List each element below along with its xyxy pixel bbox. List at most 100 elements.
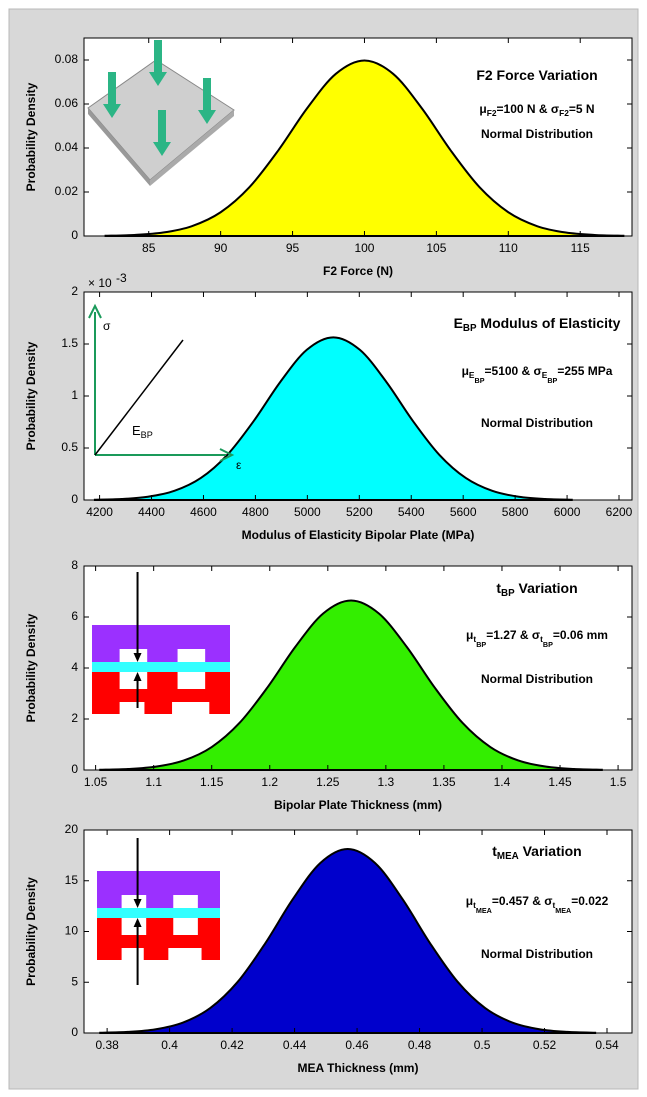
x-tick-label: 1.4 <box>494 775 511 789</box>
y-tick-label: 0 <box>71 228 78 242</box>
x-tick-label: 0.38 <box>95 1038 119 1052</box>
x-axis-label: Modulus of Elasticity Bipolar Plate (MPa… <box>242 528 475 542</box>
y-multiplier-exp: -3 <box>116 271 127 285</box>
x-tick-label: 4600 <box>190 505 217 519</box>
plate-red-tab <box>209 702 230 714</box>
text-part: =5100 & σ <box>485 364 542 378</box>
arrow-head <box>133 653 142 662</box>
subscript: F2 <box>559 108 569 118</box>
y-tick-label: 0 <box>71 1025 78 1039</box>
x-tick-label: 4200 <box>86 505 113 519</box>
y-tick-label: 20 <box>65 822 79 836</box>
x-tick-label: 0.52 <box>533 1038 557 1052</box>
x-tick-label: 1.15 <box>200 775 224 789</box>
subscript: BP <box>543 640 553 649</box>
text-part: F2 Force Variation <box>476 67 597 83</box>
y-tick-label: 4 <box>71 660 78 674</box>
text-part: Normal Distribution <box>481 416 593 430</box>
x-tick-label: 1.05 <box>84 775 108 789</box>
text-part: Variation <box>515 580 578 596</box>
annotation: Normal Distribution <box>481 672 593 686</box>
annotation: Normal Distribution <box>481 947 593 961</box>
text-part: =0.022 <box>571 894 608 908</box>
x-tick-label: 1.35 <box>432 775 456 789</box>
annotation: μtMEA=0.457 & σtMEA=0.022 <box>466 894 609 915</box>
subscript: BP <box>475 376 485 385</box>
x-tick-label: 0.42 <box>220 1038 244 1052</box>
y-axis-label: Probability Density <box>24 341 38 450</box>
subscript: t <box>473 900 476 910</box>
x-tick-label: 85 <box>142 241 156 255</box>
subscript: BP <box>501 588 515 599</box>
annotation: EBP <box>132 423 153 440</box>
y-axis-label: Probability Density <box>24 613 38 722</box>
text-part: =5 N <box>569 102 595 116</box>
subscript: BP <box>463 323 477 334</box>
subscript: MEA <box>476 906 492 915</box>
x-tick-label: 1.2 <box>261 775 278 789</box>
plate-purple <box>97 871 220 908</box>
y-tick-label: 15 <box>65 873 79 887</box>
text-part: =0.06 mm <box>553 628 608 642</box>
force-arrow-head <box>198 110 216 124</box>
subscript: t <box>473 634 476 644</box>
x-tick-label: 1.45 <box>548 775 572 789</box>
plate-red-tab <box>143 948 169 960</box>
x-tick-label: 6000 <box>554 505 581 519</box>
x-axis-label: Bipolar Plate Thickness (mm) <box>274 798 442 812</box>
x-axis-label: MEA Thickness (mm) <box>298 1061 419 1075</box>
y-tick-label: 0 <box>71 762 78 776</box>
x-tick-label: 110 <box>499 241 518 255</box>
inset-arrow <box>88 303 102 319</box>
annotation: Normal Distribution <box>481 416 593 430</box>
x-tick-label: 0.48 <box>408 1038 432 1052</box>
y-multiplier: × 10 <box>88 276 112 290</box>
y-tick-label: 0.04 <box>55 140 79 154</box>
plate-cyan <box>97 908 220 918</box>
subscript: F2 <box>487 108 497 118</box>
inset-symbol: ε <box>236 458 242 472</box>
inset-arrow <box>219 448 235 462</box>
subscript: E <box>542 370 548 380</box>
plate-edge <box>88 108 150 186</box>
x-tick-label: 1.1 <box>145 775 162 789</box>
x-axis-label: F2 Force (N) <box>323 264 393 278</box>
text-part: t <box>492 843 497 859</box>
x-tick-label: 5200 <box>346 505 373 519</box>
text-part: =1.27 & σ <box>486 628 540 642</box>
plot-frame <box>83 37 633 237</box>
force-arrow <box>154 40 162 74</box>
text-part: =0.457 & σ <box>492 894 553 908</box>
annotation: EBP Modulus of Elasticity <box>454 315 621 334</box>
x-tick-label: 1.3 <box>378 775 395 789</box>
force-arrow <box>203 78 211 112</box>
annotation: tMEA Variation <box>492 843 581 862</box>
y-axis-label: Probability Density <box>24 877 38 986</box>
annotation: Normal Distribution <box>481 127 593 141</box>
density-area <box>99 599 603 771</box>
text-part: Normal Distribution <box>481 947 593 961</box>
y-tick-label: 8 <box>71 558 78 572</box>
x-tick-label: 0.44 <box>283 1038 307 1052</box>
x-tick-label: 0.54 <box>595 1038 619 1052</box>
force-arrow <box>158 110 166 144</box>
y-tick-label: 2 <box>71 284 78 298</box>
subscript: BP <box>547 376 557 385</box>
text-part: μ <box>462 364 469 378</box>
plate-red-tab <box>92 702 120 714</box>
density-area <box>104 59 625 237</box>
density-area <box>99 847 597 1034</box>
annotation: μtBP=1.27 & σtBP=0.06 mm <box>466 628 608 649</box>
x-tick-label: 5600 <box>450 505 477 519</box>
text-part: μ <box>479 102 486 116</box>
x-tick-label: 1.5 <box>610 775 627 789</box>
annotation: tBP Variation <box>496 580 577 599</box>
x-tick-label: 0.46 <box>345 1038 369 1052</box>
annotation: μEBP=5100 & σEBP=255 MPa <box>462 364 613 385</box>
y-tick-label: 1.5 <box>61 336 78 350</box>
x-tick-label: 6200 <box>606 505 633 519</box>
y-tick-label: 1 <box>71 388 78 402</box>
y-tick-label: 2 <box>71 711 78 725</box>
